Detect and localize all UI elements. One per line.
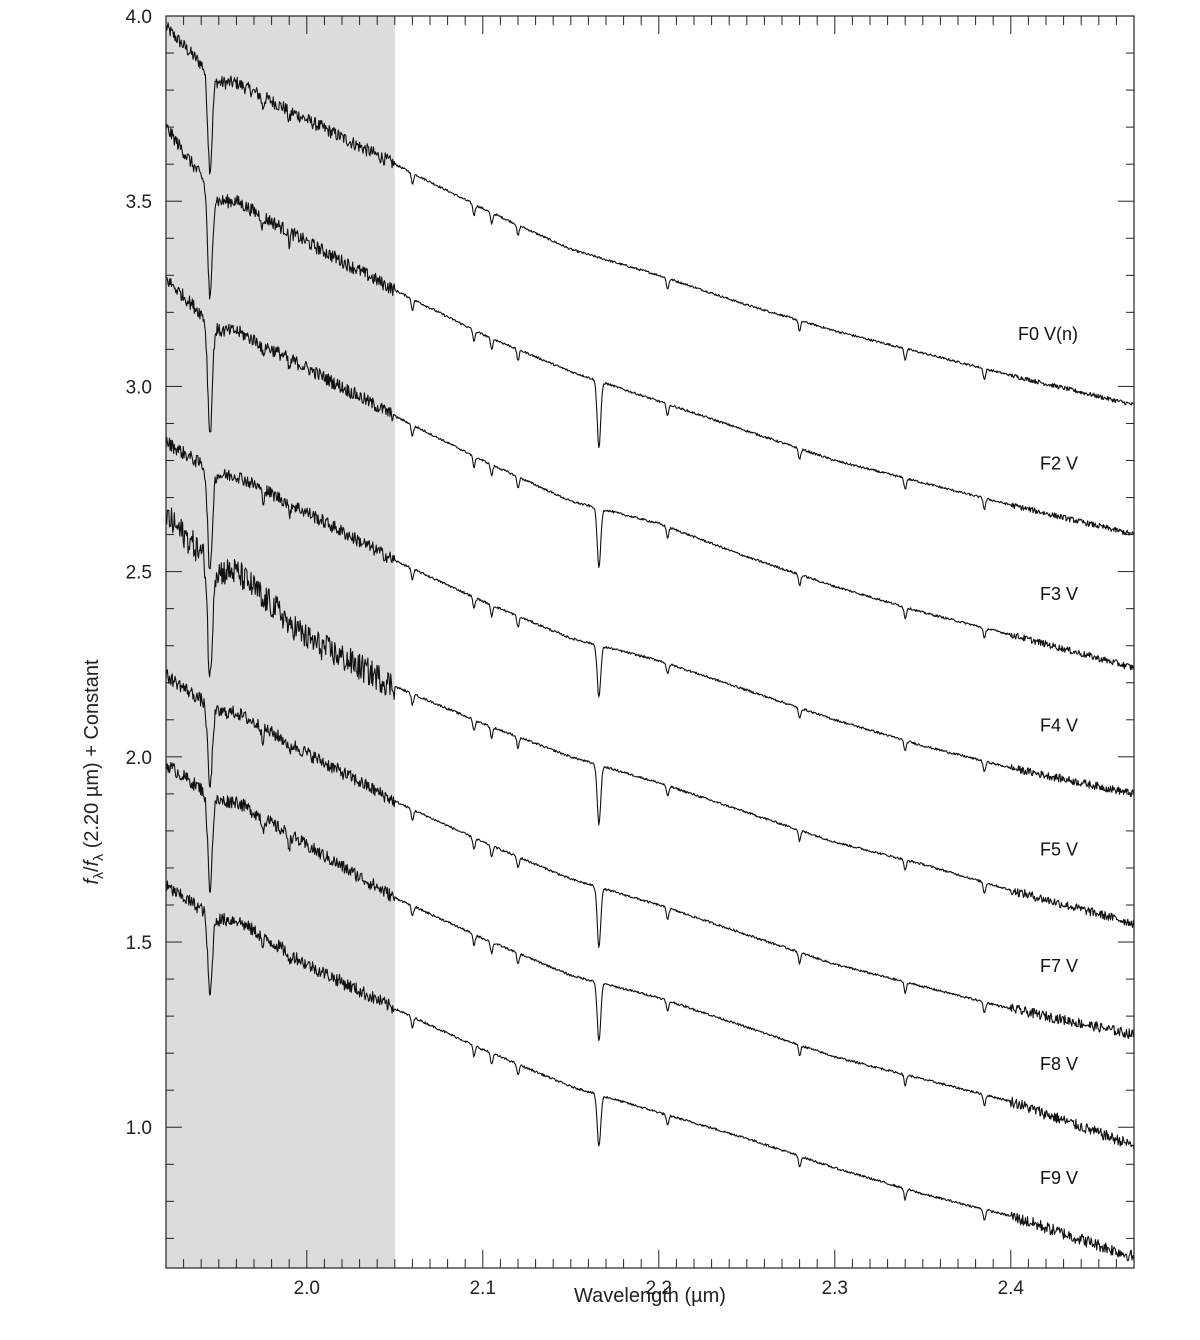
- series-label: F2 V: [1040, 453, 1078, 473]
- x-axis-ticks: 2.0 2.1 2.2 2.3 2.4: [165, 16, 1135, 1299]
- series-lines: [165, 22, 1135, 1262]
- plot-frame: [165, 15, 1135, 1269]
- x-tick-label: 2.3: [822, 1278, 848, 1299]
- series-line-2: [165, 276, 1135, 671]
- series-line-0: [165, 22, 1135, 406]
- series-line-4: [165, 507, 1135, 928]
- series-labels: F0 V(n) F2 V F3 V F4 V F5 V F7 V F8 V F9 V: [1018, 324, 1078, 1188]
- series-label: F9 V: [1040, 1168, 1078, 1188]
- y-tick-label: 1.5: [126, 933, 152, 954]
- x-tick-label: 2.0: [294, 1278, 320, 1299]
- x-tick-label: 2.2: [646, 1278, 672, 1299]
- y-tick-label: 3.5: [126, 192, 152, 213]
- series-label: F3 V: [1040, 584, 1078, 604]
- y-axis-label-slash: /: [81, 866, 103, 872]
- shaded-region: [166, 16, 395, 1268]
- y-tick-label: 2.5: [126, 563, 152, 584]
- series-label: F8 V: [1040, 1054, 1078, 1074]
- series-line-6: [165, 761, 1135, 1150]
- series-line-3: [165, 436, 1135, 797]
- y-axis-label-rest: (2.20 µm) + Constant: [81, 659, 103, 854]
- y-axis-label-subscript2: λ: [90, 854, 106, 861]
- series-label: F5 V: [1040, 840, 1078, 860]
- x-tick-label: 2.4: [998, 1278, 1025, 1299]
- series-label: F0 V(n): [1018, 324, 1078, 344]
- y-axis-ticks: 1.0 1.5 2.0 2.5 3.0 3.5 4.0: [126, 7, 1134, 1239]
- y-tick-label: 2.0: [126, 748, 152, 769]
- x-tick-label: 2.1: [470, 1278, 496, 1299]
- y-tick-label: 3.0: [126, 377, 152, 398]
- y-axis-label-f: f: [81, 877, 103, 885]
- series-line-1: [165, 123, 1135, 536]
- series-label: F7 V: [1040, 956, 1078, 976]
- series-label: F4 V: [1040, 715, 1078, 735]
- y-axis-label: fλ/fλ (2.20 µm) + Constant: [81, 659, 106, 885]
- x-axis-label: Wavelength (µm): [574, 1285, 726, 1307]
- y-tick-label: 1.0: [126, 1118, 152, 1139]
- y-tick-label: 4.0: [126, 7, 152, 28]
- y-axis-label-subscript: λ: [90, 872, 106, 879]
- y-axis-label-f2: f: [81, 858, 103, 866]
- series-line-5: [165, 669, 1135, 1039]
- series-line-7: [165, 880, 1135, 1262]
